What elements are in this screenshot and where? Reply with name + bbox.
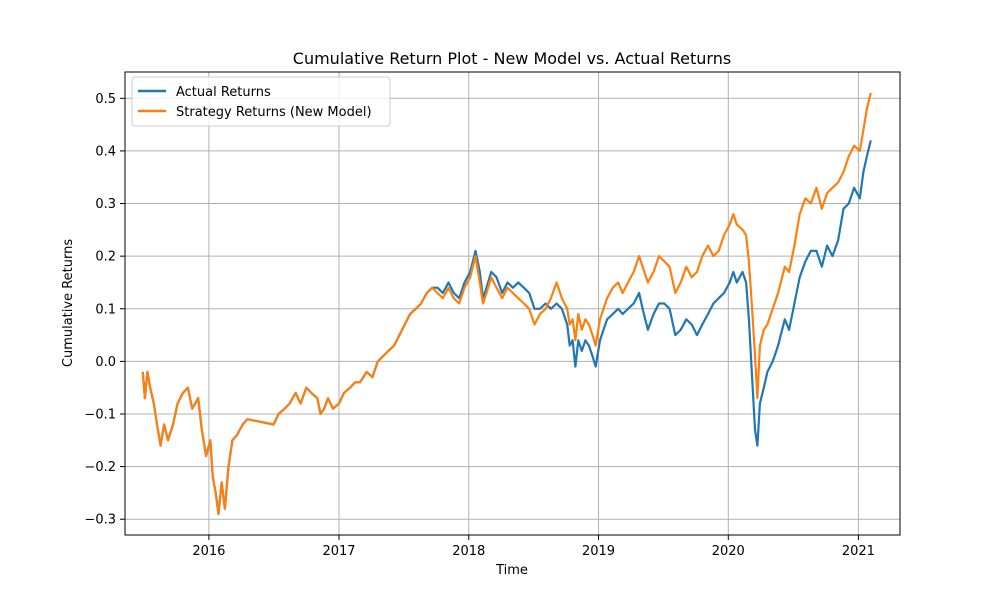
y-tick-label: −0.3 bbox=[84, 513, 116, 528]
x-tick-label: 2017 bbox=[322, 544, 355, 559]
legend-label-actual: Actual Returns bbox=[176, 85, 271, 100]
plot-frame bbox=[124, 71, 901, 536]
y-tick-label: 0.1 bbox=[95, 302, 116, 317]
strategy-returns-line bbox=[141, 92, 872, 516]
y-tick-label: 0.5 bbox=[95, 92, 116, 107]
y-tick-label: 0.2 bbox=[95, 250, 116, 265]
x-axis-label: Time bbox=[495, 563, 528, 578]
x-tick-label: 2018 bbox=[452, 544, 485, 559]
y-tick-label: −0.2 bbox=[84, 460, 116, 475]
y-tick-label: 0.3 bbox=[95, 197, 116, 212]
x-tick-label: 2019 bbox=[582, 544, 615, 559]
legend-label-strategy: Strategy Returns (New Model) bbox=[176, 105, 372, 120]
x-tick-label: 2020 bbox=[712, 544, 745, 559]
axis-ticks: −0.3 −0.2 −0.1 0.0 0.1 0.2 0.3 0.4 0.5 2016 2017 20… bbox=[84, 92, 875, 559]
y-tick-label: 0.4 bbox=[95, 144, 116, 159]
legend-box bbox=[131, 76, 391, 127]
series-lines bbox=[141, 92, 872, 516]
legend: Actual Returns Strategy Returns (New Mod… bbox=[131, 76, 391, 127]
y-tick-label: −0.1 bbox=[84, 407, 116, 422]
chart-title: Cumulative Return Plot - New Model vs. A… bbox=[293, 49, 731, 68]
y-axis-label: Cumulative Returns bbox=[61, 239, 76, 367]
x-tick-label: 2021 bbox=[842, 544, 875, 559]
x-tick-label: 2016 bbox=[192, 544, 225, 559]
y-tick-label: 0.0 bbox=[95, 355, 116, 370]
